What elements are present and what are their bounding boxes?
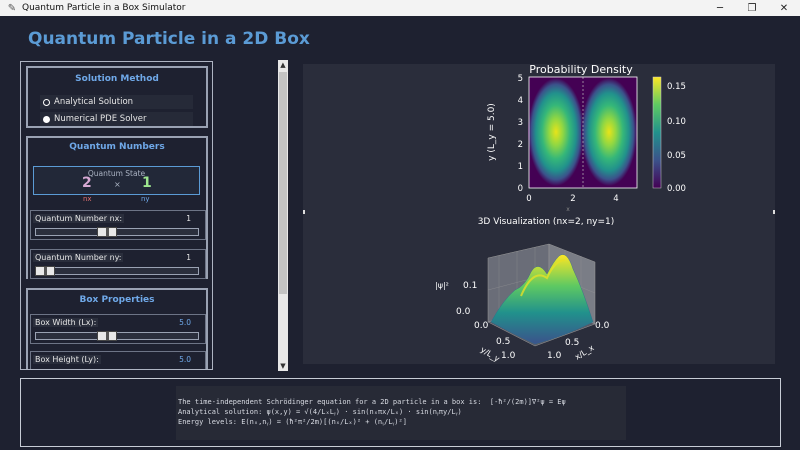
y-tick-5: 5 [518, 74, 523, 84]
surface-chart-title: 3D Visualization (nx=2, ny=1) [478, 217, 615, 227]
surface-ytick-00: 0.0 [595, 321, 610, 331]
ny-slider-block: Quantum Number ny: 1 [30, 249, 206, 279]
arrow-up-icon[interactable]: ▲ [280, 61, 286, 69]
solution-method-title: Solution Method [75, 74, 159, 84]
control-panel: Solution Method Analytical Solution Nume… [20, 61, 213, 370]
colorbar-tick-015: 0.15 [667, 82, 686, 92]
radio-numerical[interactable]: Numerical PDE Solver [40, 112, 193, 126]
solution-method-section: Solution Method Analytical Solution Nume… [26, 66, 208, 128]
colorbar-tick-000: 0.00 [667, 184, 686, 194]
y-tick-3: 3 [518, 118, 523, 128]
right-edge-tick [773, 210, 775, 214]
heatmap-x-ticks: 0 2 4 [526, 194, 618, 204]
minimize-button[interactable]: ─ [716, 2, 724, 14]
height-slider-label: Box Height (Ly): [33, 355, 101, 364]
width-slider-value: 5.0 [179, 318, 191, 327]
scrollbar-thumb[interactable] [279, 72, 287, 294]
surface-zlabel: |ψ|² [435, 281, 449, 290]
window-title: Quantum Particle in a Box Simulator [22, 3, 186, 13]
quantum-state-label: Quantum State [87, 169, 146, 178]
surface-mesh [490, 254, 594, 345]
y-tick-4: 4 [518, 96, 523, 106]
app-title: Quantum Particle in a 2D Box [28, 29, 310, 49]
surface-ztick-00: 0.0 [456, 307, 471, 317]
radio-analytical-label: Analytical Solution [54, 97, 134, 107]
surface-ytick-05: 0.5 [565, 338, 579, 348]
equation-line-1: The time-independent Schrödinger equatio… [178, 398, 566, 406]
equation-panel: The time-independent Schrödinger equatio… [20, 378, 781, 447]
nx-slider-label: Quantum Number nx: [33, 214, 125, 223]
ny-subscript: ny [141, 195, 150, 203]
heatmap-lobe-right [581, 78, 637, 186]
ny-slider-label: Quantum Number ny: [33, 253, 124, 262]
x-tick-2: 2 [570, 194, 575, 204]
colorbar [652, 76, 662, 189]
nx-slider-handle[interactable] [97, 227, 117, 237]
ny-slider-handle[interactable] [35, 266, 55, 276]
equations-box: The time-independent Schrödinger equatio… [176, 386, 626, 440]
times-symbol: × [114, 180, 121, 189]
width-slider-track[interactable] [35, 332, 199, 340]
visualization-canvas: Probability Density 0 1 2 3 4 5 0 2 4 y … [435, 64, 686, 364]
surface-ytick-10: 1.0 [547, 351, 562, 361]
equation-line-2: Analytical solution: ψ(x,y) = √(4/LₓLᵧ) … [178, 408, 462, 416]
control-panel-scrollbar[interactable]: ▲ ▼ [278, 60, 288, 371]
heatmap-ylabel: y (L_y = 5.0) [487, 103, 497, 161]
radio-analytical[interactable]: Analytical Solution [40, 95, 193, 109]
heatmap-frame [528, 76, 638, 189]
probability-chart-title: Probability Density [529, 64, 633, 76]
surface-ztick-01: 0.1 [463, 281, 477, 291]
quantum-numbers-section: Quantum Numbers Quantum State 2 × 1 nx n… [26, 136, 208, 279]
visualization-panel: Probability Density 0 1 2 3 4 5 0 2 4 y … [303, 64, 775, 364]
y-tick-2: 2 [518, 140, 523, 150]
colorbar-tick-010: 0.10 [667, 117, 686, 127]
colorbar-tick-005: 0.05 [667, 151, 686, 161]
y-tick-0: 0 [518, 184, 523, 194]
radio-selected-icon [43, 98, 50, 106]
box-properties-title: Box Properties [79, 295, 155, 305]
width-slider-label: Box Width (Lx): [33, 318, 99, 327]
width-slider-block: Box Width (Lx): 5.0 [30, 314, 206, 344]
arrow-down-icon[interactable]: ▼ [280, 362, 286, 370]
equation-line-3: Energy levels: E(nₓ,nᵧ) = (ħ²π²/2m)[(nₓ/… [178, 418, 407, 426]
heatmap-lobe-left [528, 78, 584, 186]
heatmap-xlabel: x [566, 206, 570, 213]
window-titlebar: ✎ Quantum Particle in a Box Simulator ─ … [0, 0, 800, 16]
window-controls: ─ ❐ ✕ [704, 0, 800, 16]
quantum-state-display: Quantum State 2 × 1 [33, 166, 200, 195]
surface-ylabel: y/L_y [479, 345, 501, 364]
maximize-button[interactable]: ❐ [747, 2, 757, 14]
ny-slider-track[interactable] [35, 267, 199, 275]
feather-icon: ✎ [7, 2, 17, 14]
height-slider-value: 5.0 [179, 355, 191, 364]
box-properties-section: Box Properties Box Width (Lx): 5.0 Box H… [26, 288, 208, 369]
surface-xtick-05: 0.5 [496, 337, 510, 347]
quantum-numbers-title: Quantum Numbers [69, 142, 165, 152]
y-tick-1: 1 [518, 162, 523, 172]
x-tick-4: 4 [613, 194, 618, 204]
radio-unselected-icon [43, 115, 50, 123]
nx-slider-value: 1 [186, 214, 191, 223]
radio-numerical-label: Numerical PDE Solver [54, 114, 147, 124]
nx-slider-block: Quantum Number nx: 1 [30, 210, 206, 240]
surface-peak-ridge [520, 259, 566, 297]
surface-xtick-10: 1.0 [501, 351, 516, 361]
height-slider-block: Box Height (Ly): 5.0 [30, 351, 206, 369]
ny-value: 1 [142, 175, 152, 191]
nx-slider-track[interactable] [35, 228, 199, 236]
heatmap-y-ticks: 0 1 2 3 4 5 [518, 74, 523, 194]
width-slider-handle[interactable] [97, 331, 117, 341]
left-edge-tick [303, 210, 305, 214]
close-button[interactable]: ✕ [779, 2, 789, 14]
x-tick-0: 0 [526, 194, 531, 204]
ny-slider-value: 1 [186, 253, 191, 262]
colorbar-ticks: 0.15 0.10 0.05 0.00 [667, 82, 686, 194]
nx-value: 2 [82, 175, 92, 191]
surface-xtick-00: 0.0 [474, 321, 489, 331]
nx-subscript: nx [83, 195, 92, 203]
